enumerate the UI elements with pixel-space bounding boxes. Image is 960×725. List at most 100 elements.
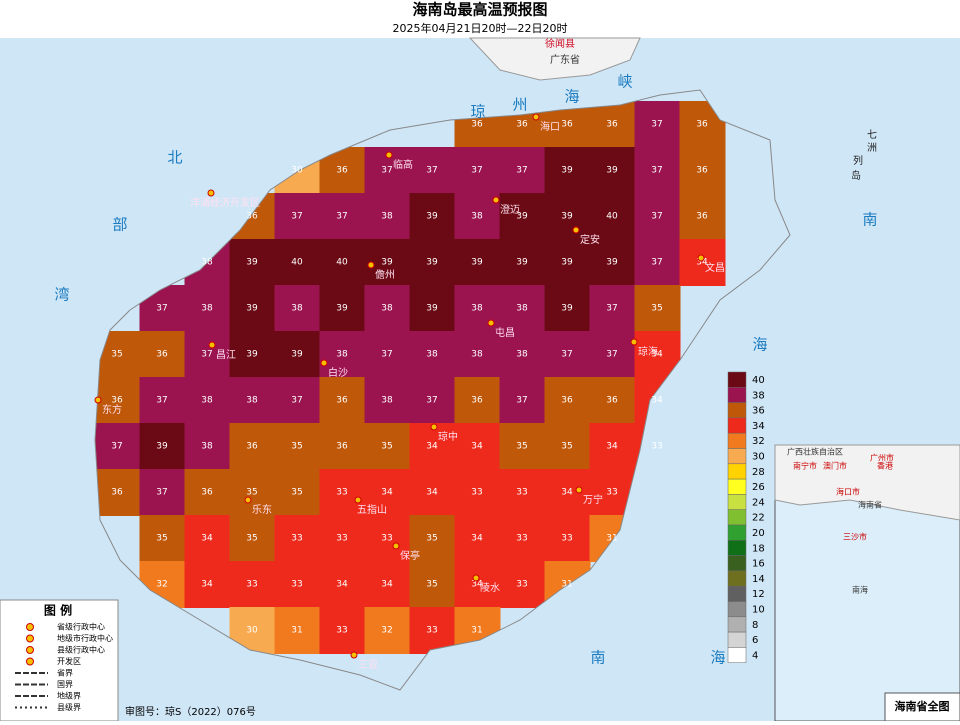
city-marker — [392, 542, 400, 550]
temp-label: 38 — [291, 304, 303, 314]
temp-label: 34 — [381, 580, 393, 590]
temp-label: 33 — [336, 488, 347, 498]
city-marker — [350, 651, 358, 659]
temp-label: 39 — [606, 166, 618, 176]
scale-box — [727, 478, 747, 495]
temp-cell — [544, 285, 591, 332]
place-label: 儋州 — [375, 268, 395, 281]
temp-label: 36 — [516, 120, 528, 130]
city-marker — [208, 341, 216, 349]
legend-label: 省界 — [57, 668, 73, 678]
scale-label: 22 — [752, 513, 765, 524]
temp-cell — [544, 423, 591, 470]
scale-box — [727, 509, 747, 526]
temp-label: 30 — [291, 166, 303, 176]
temp-label: 34 — [201, 580, 213, 590]
temp-cell — [274, 285, 321, 332]
city-marker — [630, 338, 638, 346]
temp-cell — [634, 239, 681, 286]
city-marker — [367, 261, 375, 269]
temp-cell — [409, 193, 456, 240]
temp-label: 37 — [651, 212, 662, 222]
temp-cell — [634, 147, 681, 194]
temp-label: 31 — [561, 580, 572, 590]
temp-cell — [499, 239, 546, 286]
temp-cell — [229, 515, 276, 562]
temp-label: 31 — [606, 534, 617, 544]
temp-label: 38 — [471, 350, 483, 360]
temp-label: 35 — [111, 350, 122, 360]
temp-label: 35 — [246, 534, 257, 544]
temp-label: 38 — [516, 350, 528, 360]
temp-cell — [319, 193, 366, 240]
temp-cell — [139, 331, 186, 378]
temp-cell — [409, 285, 456, 332]
temp-label: 33 — [426, 626, 437, 636]
temp-label: 37 — [381, 350, 392, 360]
temp-label: 33 — [516, 534, 527, 544]
temp-label: 34 — [561, 488, 573, 498]
place-label: 文昌 — [705, 261, 725, 274]
temp-label: 31 — [471, 626, 482, 636]
temp-label: 34 — [471, 580, 483, 590]
place-label: 三亚 — [358, 660, 378, 671]
temp-cell — [454, 147, 501, 194]
scale-box — [727, 371, 747, 388]
temp-cell — [274, 239, 321, 286]
temp-label: 36 — [471, 396, 483, 406]
temp-cell — [679, 239, 726, 286]
temp-label: 33 — [516, 580, 527, 590]
temp-label: 36 — [246, 442, 258, 452]
temp-label: 39 — [561, 212, 573, 222]
scale-label: 10 — [752, 605, 765, 616]
temp-label: 35 — [426, 580, 437, 590]
temp-label: 38 — [471, 212, 483, 222]
temp-cell — [589, 377, 636, 424]
temp-label: 40 — [606, 212, 618, 222]
temp-label: 36 — [201, 488, 213, 498]
place-label: 屯昌 — [495, 326, 515, 339]
scale-label: 16 — [752, 559, 765, 570]
temp-cell — [499, 377, 546, 424]
temp-cell — [409, 239, 456, 286]
temp-cell — [364, 469, 411, 516]
place-label: 海口 — [540, 120, 560, 133]
temp-cell — [679, 193, 726, 240]
temp-cell — [364, 377, 411, 424]
temp-label: 37 — [516, 396, 527, 406]
temp-cell — [499, 423, 546, 470]
temp-label: 34 — [651, 396, 663, 406]
temp-cell — [589, 147, 636, 194]
temp-cell — [454, 423, 501, 470]
scale-box — [727, 570, 747, 587]
place-label: 琼海 — [638, 345, 658, 358]
temp-cell — [319, 515, 366, 562]
temp-label: 39 — [471, 258, 483, 268]
scale-box — [727, 601, 747, 618]
scale-box — [727, 631, 747, 648]
temp-cell — [634, 101, 681, 148]
temp-cell — [274, 193, 321, 240]
temp-cell — [139, 469, 186, 516]
subtitle: 2025年04月21日20时—22日20时 — [393, 21, 568, 35]
temp-label: 38 — [471, 304, 483, 314]
temp-label: 36 — [471, 120, 483, 130]
temp-cell — [409, 377, 456, 424]
sea-label: 南 — [590, 649, 605, 667]
temp-label: 30 — [246, 626, 258, 636]
temp-cell — [589, 193, 636, 240]
temp-cell — [499, 561, 546, 608]
temp-label: 34 — [426, 442, 438, 452]
legend-label: 县级行政中心 — [57, 645, 105, 655]
sea-label: 南 — [862, 211, 877, 229]
temp-label: 38 — [201, 442, 213, 452]
temp-label: 38 — [246, 396, 258, 406]
temp-label: 37 — [291, 396, 302, 406]
temp-cell — [364, 285, 411, 332]
temp-label: 37 — [651, 258, 662, 268]
temp-label: 39 — [561, 304, 573, 314]
temp-label: 39 — [426, 258, 438, 268]
temp-cell — [319, 423, 366, 470]
scale-box — [727, 448, 747, 465]
temp-label: 33 — [471, 488, 482, 498]
